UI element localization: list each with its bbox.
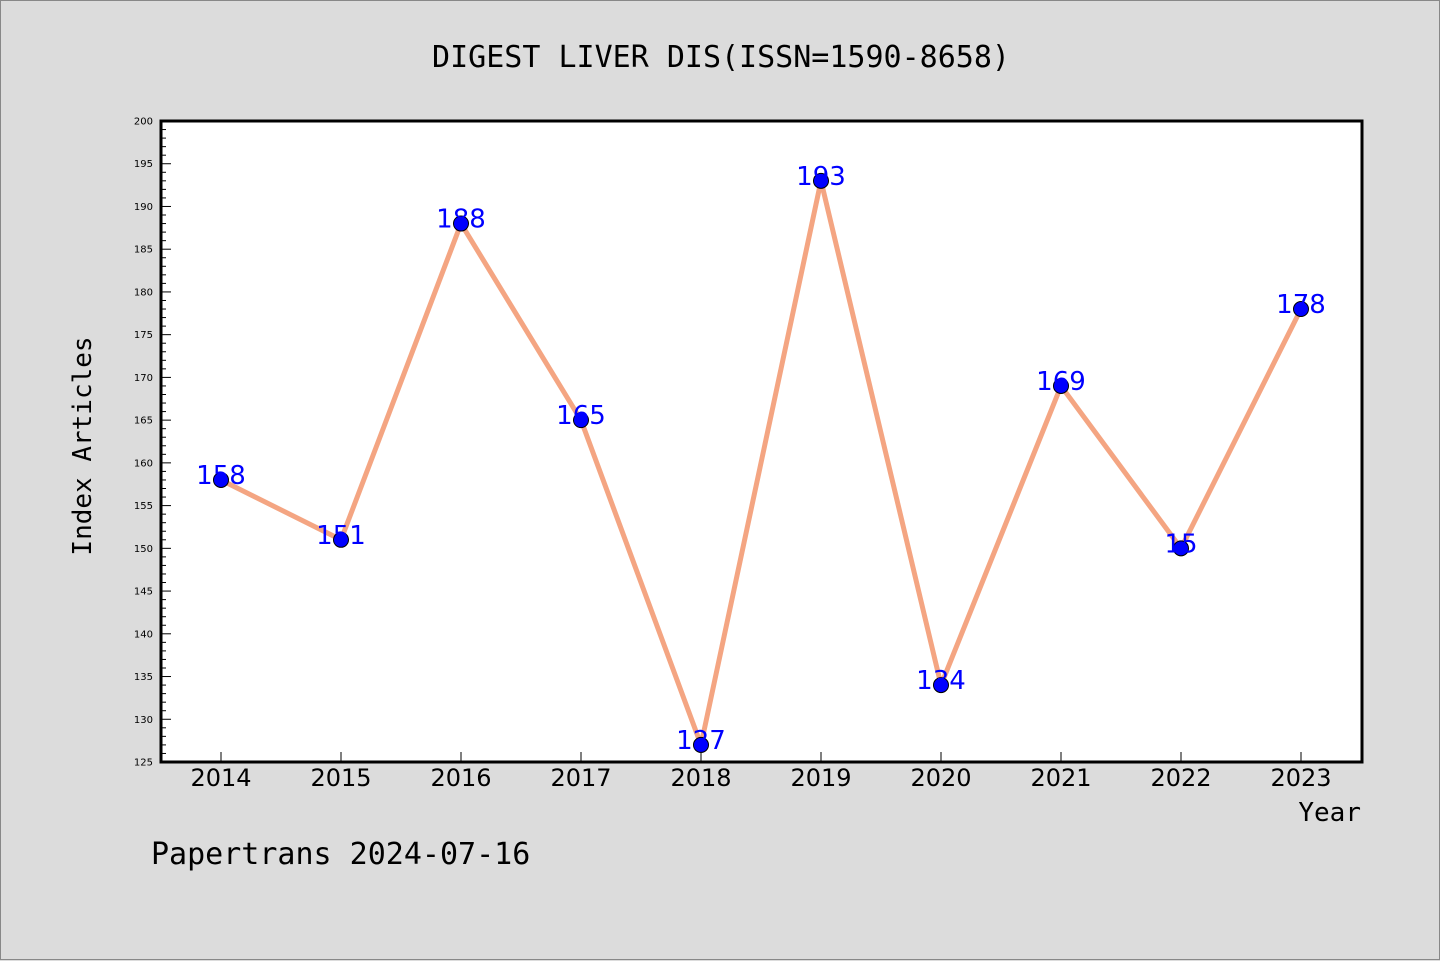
- y-tick-label: 190: [134, 202, 153, 213]
- y-tick-label: 170: [134, 373, 153, 384]
- data-label: 151: [316, 521, 366, 551]
- x-tick-label: 2021: [1030, 764, 1091, 792]
- y-tick-label: 165: [134, 416, 153, 427]
- y-tick-label: 135: [134, 672, 153, 683]
- x-tick-label: 2014: [190, 764, 251, 792]
- x-tick-label: 2019: [790, 764, 851, 792]
- data-point-2019: [813, 172, 829, 189]
- y-tick-label: 175: [134, 330, 153, 341]
- y-tick-label: 185: [134, 245, 153, 256]
- data-label: 127: [676, 726, 726, 756]
- markers-group: [213, 172, 1309, 753]
- x-tick-label: 2020: [910, 764, 971, 792]
- series-line: [218, 178, 1304, 748]
- footer-text: Papertrans 2024-07-16: [151, 837, 530, 872]
- x-tick-label: 2022: [1150, 764, 1211, 792]
- x-tick-label: 2015: [310, 764, 371, 792]
- data-point-2014: [213, 471, 229, 488]
- y-tick-label: 145: [134, 587, 153, 598]
- data-label: 178: [1276, 290, 1326, 320]
- y-tick-label: 180: [134, 287, 153, 298]
- x-tick-label: 2023: [1270, 764, 1331, 792]
- y-tick-label: 155: [134, 501, 153, 512]
- data-point-2023: [1293, 301, 1309, 318]
- y-tick-label: 125: [134, 758, 153, 769]
- y-axis: 125 130 135 140 145 150 155 160 165 170 175 180 185 1…: [134, 117, 171, 769]
- data-label: 188: [436, 205, 486, 235]
- y-axis-label: Index Articles: [68, 336, 98, 555]
- y-tick-label: 200: [134, 117, 153, 128]
- data-label: 15: [1164, 529, 1197, 559]
- data-label: 158: [196, 461, 246, 491]
- x-tick-label: 2017: [550, 764, 611, 792]
- series-line-group: [218, 178, 1304, 748]
- y-tick-label: 160: [134, 458, 153, 469]
- data-point-2021: [1053, 377, 1069, 394]
- plot-area: [159, 119, 1364, 764]
- data-point-2016: [453, 215, 469, 232]
- data-point-2015: [333, 531, 349, 548]
- data-label: 134: [916, 666, 966, 696]
- data-label: 169: [1036, 367, 1086, 397]
- data-point-2017: [573, 412, 589, 429]
- x-tick-label: 2016: [430, 764, 491, 792]
- data-labels-group: 158 151 188 165 127 193 134 169 15 178: [196, 162, 1326, 756]
- data-label: 193: [796, 162, 846, 192]
- chart-title: DIGEST LIVER DIS(ISSN=1590-8658): [432, 40, 1010, 75]
- x-axis: 2014 2015 2016 2017 2018 2019 2020 2021 2022 2023: [190, 752, 1332, 792]
- data-point-2022: [1173, 540, 1189, 557]
- data-point-2020: [933, 677, 949, 694]
- x-axis-label: Year: [1298, 798, 1361, 828]
- y-tick-label: 150: [134, 544, 153, 555]
- data-label: 165: [556, 401, 606, 431]
- x-tick-label: 2018: [670, 764, 731, 792]
- y-tick-label: 130: [134, 715, 153, 726]
- y-tick-label: 140: [134, 629, 153, 640]
- y-tick-label: 195: [134, 159, 153, 170]
- data-point-2018: [693, 736, 709, 753]
